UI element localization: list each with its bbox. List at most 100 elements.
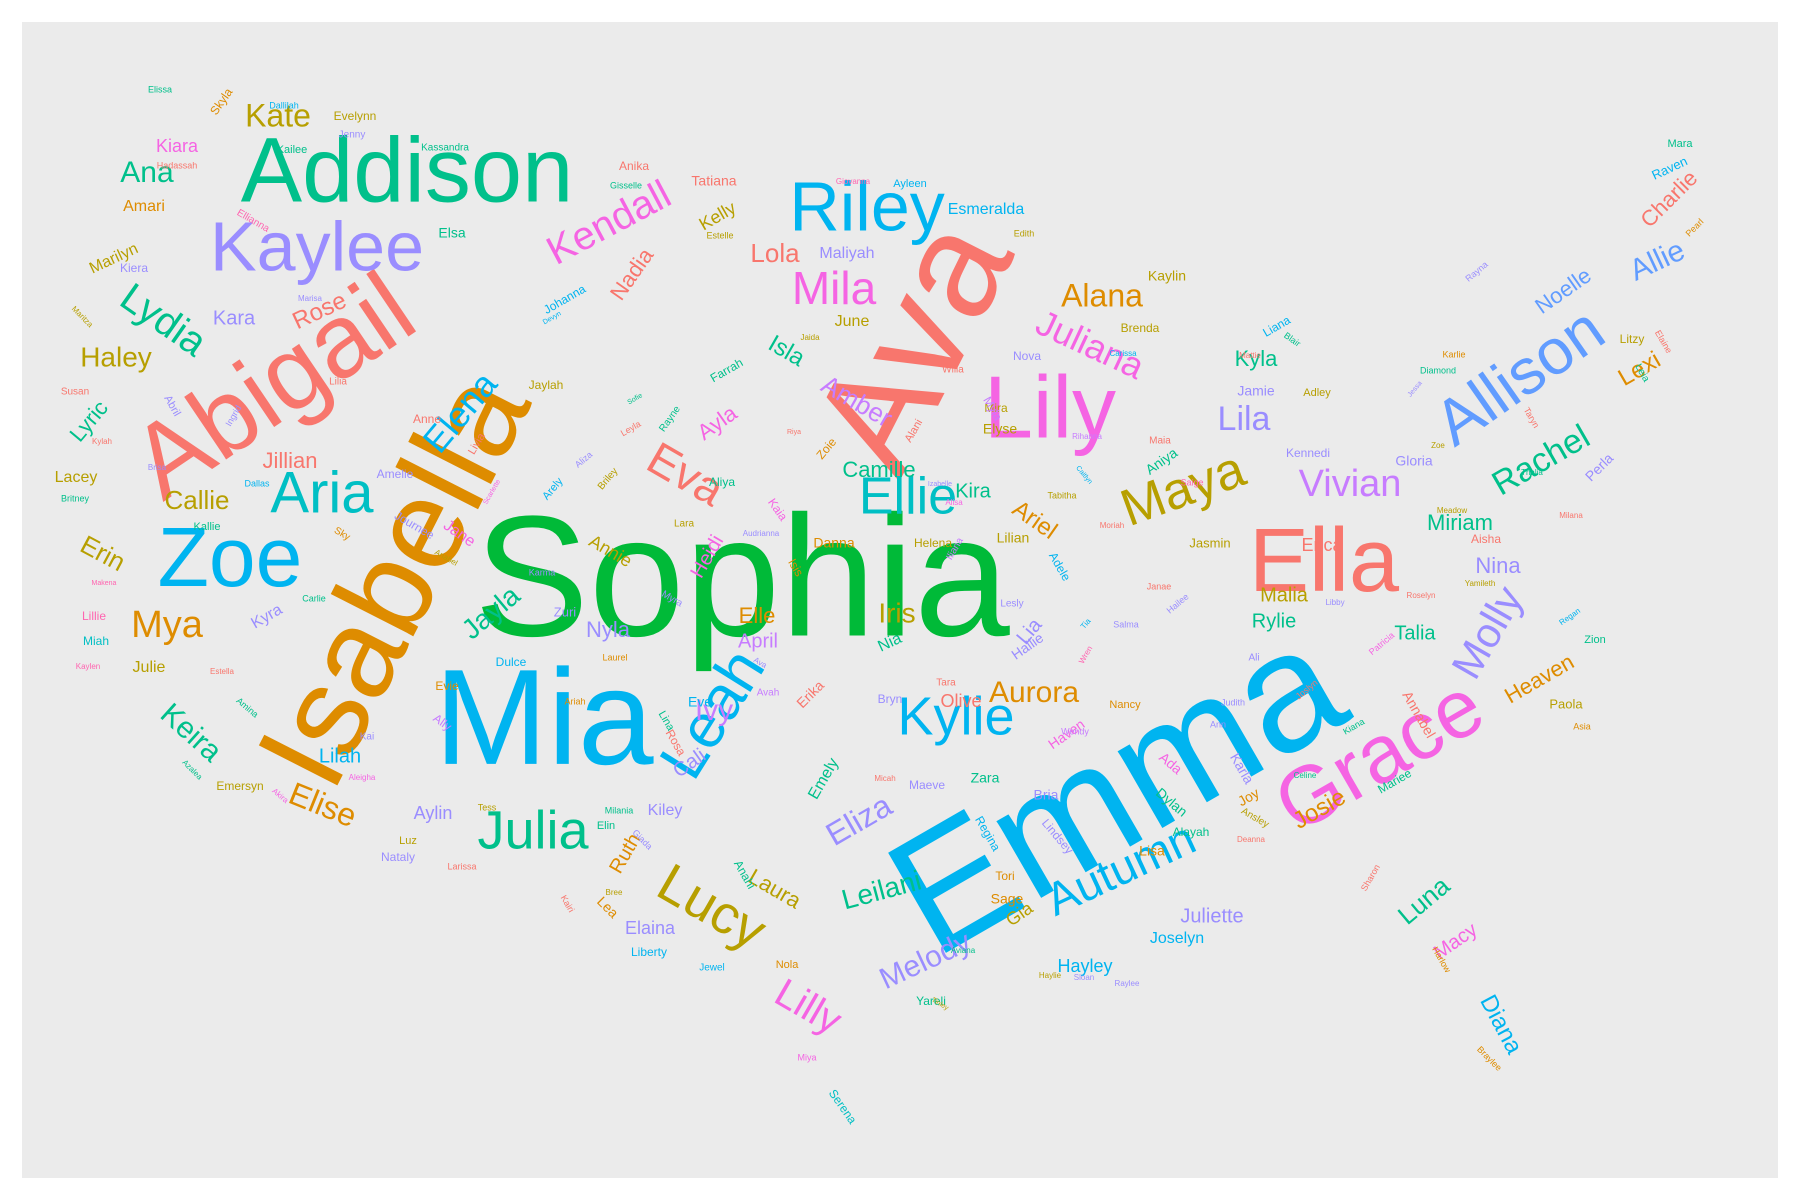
word-w020: Maya bbox=[1113, 440, 1252, 538]
word-w239: Edith bbox=[1014, 228, 1035, 238]
word-w065: Ayla bbox=[692, 400, 742, 445]
word-w241: Giovanna bbox=[836, 177, 871, 186]
word-w036: Ana bbox=[120, 156, 174, 189]
word-w238: Caitlyn bbox=[1074, 465, 1093, 486]
word-w247: Rayne bbox=[657, 404, 683, 434]
word-w232: Tia bbox=[1079, 616, 1093, 630]
word-w272: Dallilah bbox=[269, 100, 299, 110]
word-w148: Bria bbox=[1034, 787, 1059, 803]
word-w062: Erin bbox=[76, 529, 131, 577]
word-w045: Alana bbox=[1061, 277, 1143, 313]
word-w198: Carissa bbox=[1109, 349, 1137, 358]
word-w116: Helena bbox=[914, 536, 952, 550]
word-w285: Kaylen bbox=[76, 662, 100, 671]
word-w177: Jewel bbox=[699, 963, 725, 974]
word-w214: Libby bbox=[1325, 598, 1344, 607]
word-w269: Kailee bbox=[277, 144, 308, 156]
word-w018: Kylie bbox=[897, 686, 1014, 746]
word-w295: Aviana bbox=[951, 946, 976, 955]
word-w298: Raylee bbox=[1115, 979, 1140, 988]
word-w159: Lisa bbox=[1139, 843, 1165, 859]
word-w092: Olive bbox=[940, 691, 981, 711]
word-w083: Aylin bbox=[414, 803, 453, 823]
word-w070: Malia bbox=[1260, 584, 1309, 606]
word-w141: Nova bbox=[1013, 349, 1041, 363]
word-w253: Zuri bbox=[554, 604, 577, 619]
word-w258: Ariah bbox=[564, 696, 585, 706]
word-w163: Maeve bbox=[909, 778, 945, 792]
word-w077: Juliette bbox=[1180, 905, 1243, 927]
word-w268: Hadassah bbox=[157, 160, 198, 170]
word-w196: Tabitha bbox=[1047, 490, 1076, 500]
word-w008: Ella bbox=[1249, 511, 1400, 611]
word-w108: Johanna bbox=[541, 282, 588, 317]
word-w210: Milana bbox=[1559, 511, 1583, 520]
word-w201: Diamond bbox=[1420, 365, 1456, 375]
word-w111: Brenda bbox=[1121, 321, 1160, 335]
word-w176: Yareli bbox=[916, 994, 946, 1008]
word-w181: Elin bbox=[597, 820, 615, 832]
word-w087: April bbox=[738, 630, 778, 652]
word-w114: Lilian bbox=[997, 530, 1030, 546]
word-w170: Amelie bbox=[377, 467, 414, 481]
word-w011: Kaylee bbox=[210, 207, 424, 285]
word-w245: Sofie bbox=[627, 392, 644, 406]
word-w051: Lola bbox=[750, 238, 800, 268]
word-w165: Erika bbox=[793, 677, 827, 711]
word-w097: Julie bbox=[133, 659, 166, 676]
word-w104: Tatiana bbox=[691, 173, 736, 189]
word-w143: Mira bbox=[984, 401, 1008, 415]
word-w228: Hailee bbox=[1165, 591, 1191, 615]
word-w257: Laurel bbox=[602, 652, 627, 662]
word-w073: Luna bbox=[1392, 870, 1456, 931]
word-w130: Lillie bbox=[82, 609, 106, 623]
word-w199: Mattie bbox=[1239, 351, 1261, 360]
word-w086: Elle bbox=[739, 603, 776, 628]
word-w061: Callie bbox=[164, 485, 229, 515]
word-w236: Izabelle bbox=[928, 481, 952, 488]
word-w251: Audrianna bbox=[743, 529, 780, 538]
word-w091: Kiley bbox=[648, 802, 683, 819]
word-w297: Sloan bbox=[1074, 973, 1094, 982]
word-w022: Molly bbox=[1442, 578, 1532, 686]
word-w227: Asia bbox=[1573, 721, 1591, 731]
word-w105: Esmeralda bbox=[948, 201, 1025, 218]
word-w290: Aleigha bbox=[349, 773, 376, 782]
word-w259: Karma bbox=[529, 567, 556, 577]
word-w200: Blair bbox=[1282, 330, 1302, 349]
word-w076: Hayley bbox=[1057, 956, 1112, 976]
word-w037: Haley bbox=[80, 341, 152, 372]
word-w004: Mia bbox=[434, 641, 654, 793]
word-w206: Taryn bbox=[1522, 406, 1542, 430]
word-w169: Aliya bbox=[709, 475, 735, 489]
word-w240: Ayleen bbox=[893, 178, 926, 190]
word-w171: Anne bbox=[413, 412, 441, 426]
word-w281: Britney bbox=[61, 493, 90, 503]
word-w193: Lilia bbox=[329, 377, 347, 388]
word-w068: Rylie bbox=[1252, 610, 1296, 632]
word-w000: Sophia bbox=[474, 480, 1010, 672]
word-w275: Marisa bbox=[298, 294, 323, 303]
word-w128: Zion bbox=[1584, 634, 1605, 646]
word-w300: Kairi bbox=[559, 893, 577, 914]
word-w178: Liberty bbox=[631, 945, 667, 959]
word-w060: Jillian bbox=[262, 448, 317, 473]
word-w096: Lacey bbox=[55, 469, 98, 486]
word-w133: Evie bbox=[435, 679, 459, 693]
word-w112: Elsa bbox=[438, 225, 465, 241]
word-w153: Sage bbox=[991, 891, 1024, 907]
word-w012: Riley bbox=[789, 167, 945, 245]
word-w294: Micah bbox=[874, 774, 895, 783]
word-w093: Zara bbox=[971, 770, 1000, 786]
word-w139: Adley bbox=[1303, 387, 1331, 399]
word-w024: Mila bbox=[792, 262, 877, 314]
word-w100: Amari bbox=[123, 198, 165, 215]
word-w248: Aliza bbox=[573, 449, 594, 469]
word-w243: Jaida bbox=[800, 333, 820, 342]
word-w264: Estelle bbox=[706, 230, 733, 240]
word-w189: Tara bbox=[936, 678, 956, 689]
word-w162: Bryn bbox=[878, 692, 903, 706]
word-w035: Kate bbox=[245, 97, 311, 133]
word-w302: Miya bbox=[797, 1052, 816, 1062]
word-w207: Pearl bbox=[1684, 217, 1706, 239]
